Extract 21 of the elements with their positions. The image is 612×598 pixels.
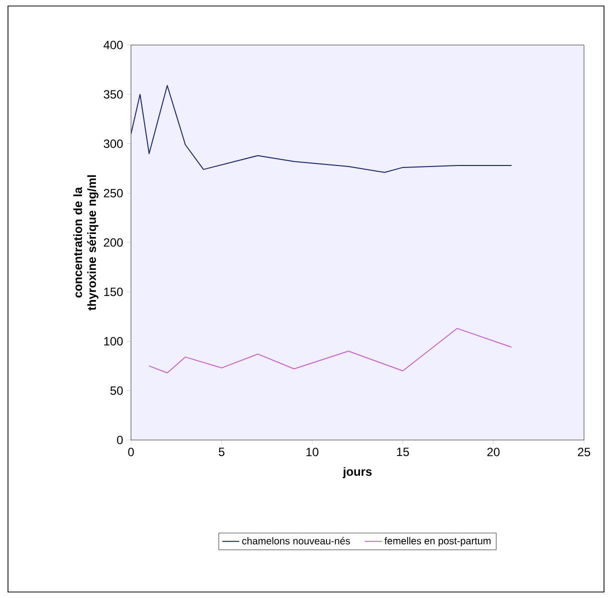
legend-label: chamelons nouveau-nés xyxy=(242,537,350,544)
legend-label: femelles en post-partum xyxy=(384,537,491,546)
x-tick-label: 25 xyxy=(578,448,590,456)
y-tick-label: 0 xyxy=(117,436,123,444)
x-tick-label: 0 xyxy=(128,448,134,456)
x-tick-label: 15 xyxy=(397,448,409,456)
y-tick-label: 50 xyxy=(110,386,123,395)
y-tick-label: 300 xyxy=(104,140,123,148)
x-tick-label: 10 xyxy=(306,448,318,456)
y-tick-label: 350 xyxy=(104,90,123,99)
x-tick-label: 20 xyxy=(487,448,500,456)
y-tick-label: 250 xyxy=(104,188,123,198)
y-axis-title: concentration de la thyroxine sérique ng/ml xyxy=(73,175,98,310)
line-series xyxy=(131,84,512,173)
x-axis-title: jours xyxy=(342,467,372,478)
y-tick-label: 200 xyxy=(104,238,123,247)
y-tick-label: 400 xyxy=(104,40,123,50)
y-tick-label: 150 xyxy=(104,288,123,296)
line-series xyxy=(148,328,512,374)
x-tick-label: 5 xyxy=(218,448,224,456)
y-tick-label: 100 xyxy=(104,337,123,346)
